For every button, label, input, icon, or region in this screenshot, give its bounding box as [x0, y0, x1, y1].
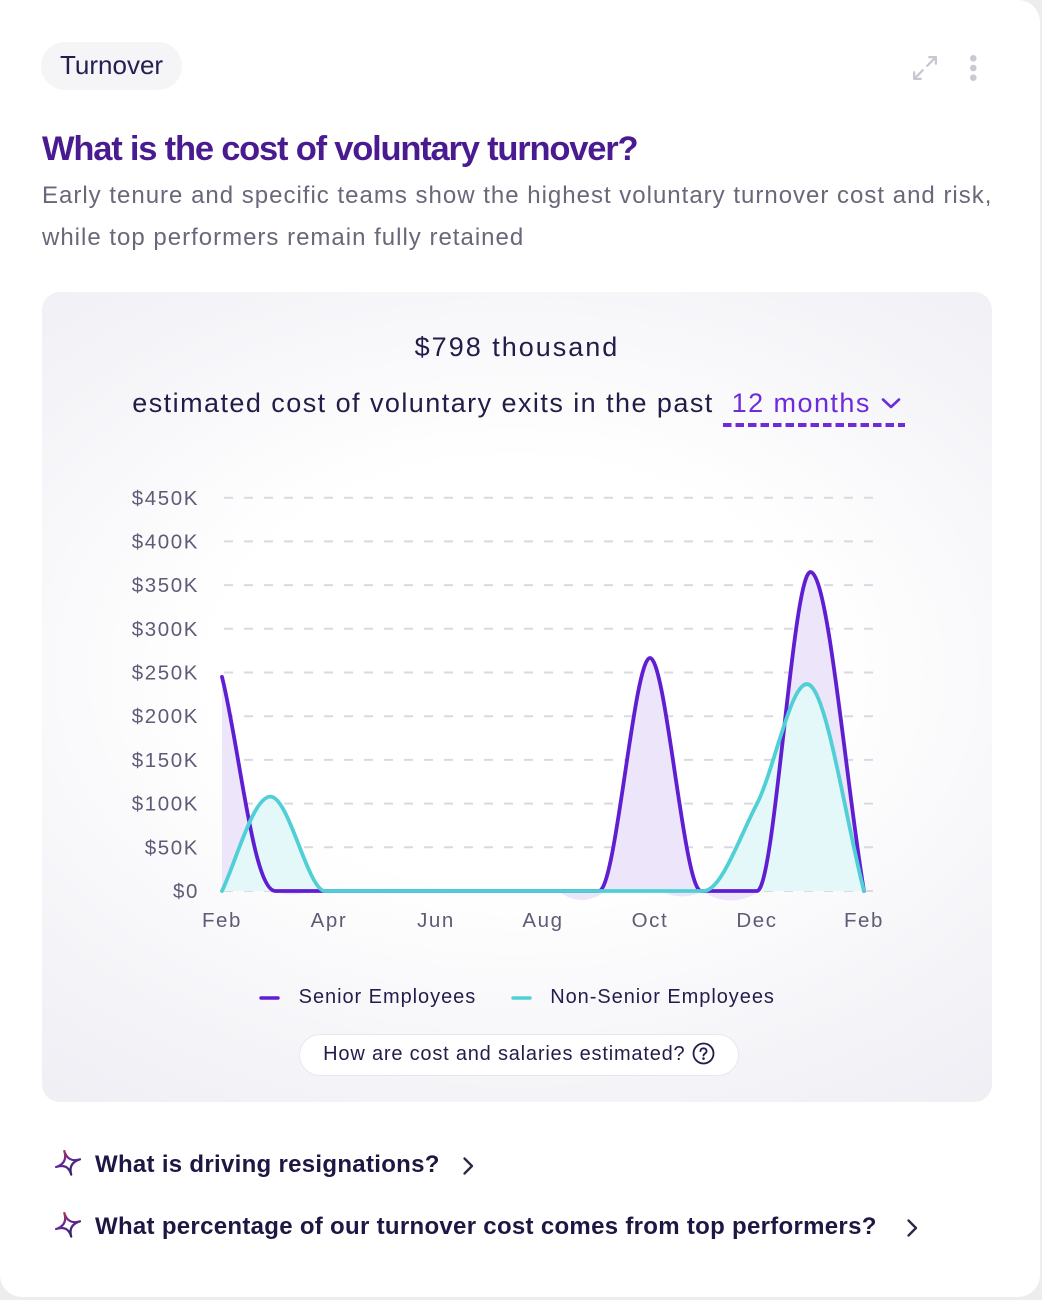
svg-text:$100K: $100K	[132, 793, 199, 816]
svg-text:$50K: $50K	[145, 836, 199, 859]
svg-text:$450K: $450K	[132, 487, 199, 510]
svg-text:Oct: Oct	[632, 909, 669, 932]
svg-text:Dec: Dec	[736, 909, 777, 932]
svg-text:Jun: Jun	[417, 909, 455, 932]
svg-text:$300K: $300K	[132, 618, 199, 641]
svg-text:$250K: $250K	[132, 662, 199, 685]
svg-text:$350K: $350K	[132, 574, 199, 597]
svg-text:$400K: $400K	[132, 530, 199, 553]
svg-text:Feb: Feb	[844, 909, 884, 932]
svg-text:$150K: $150K	[132, 749, 199, 772]
svg-text:Apr: Apr	[311, 909, 348, 932]
svg-text:Aug: Aug	[522, 909, 563, 932]
svg-text:$0: $0	[173, 880, 199, 903]
svg-text:$200K: $200K	[132, 705, 199, 728]
svg-text:Feb: Feb	[202, 909, 242, 932]
